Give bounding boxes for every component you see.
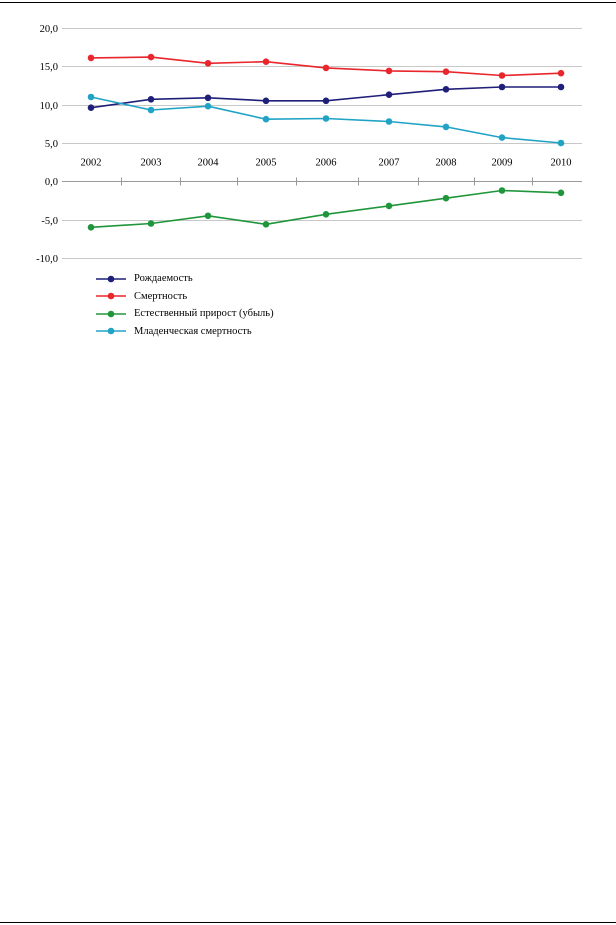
data-point bbox=[322, 211, 330, 218]
legend-label: Естественный прирост (убыль) bbox=[134, 308, 274, 320]
data-point bbox=[87, 54, 95, 62]
data-point bbox=[322, 97, 330, 105]
x-tick-label: 2006 bbox=[316, 158, 337, 169]
data-point bbox=[385, 202, 393, 210]
data-point bbox=[322, 64, 330, 72]
grid-lines bbox=[62, 28, 582, 259]
data-point bbox=[262, 58, 270, 65]
data-point bbox=[498, 134, 506, 141]
legend-item: Младенческая смертность bbox=[96, 323, 274, 341]
x-axis-tick-labels: 2002 2003 2004 2005 2006 2007 2008 2009 2010 bbox=[81, 158, 572, 169]
y-tick-label: -10,0 bbox=[36, 254, 58, 265]
legend-item: Естественный прирост (убыль) bbox=[96, 305, 274, 323]
legend-item: Рождаемость bbox=[96, 270, 274, 288]
data-point bbox=[442, 86, 450, 93]
legend-item: Смертность bbox=[96, 288, 274, 306]
data-point bbox=[147, 53, 155, 61]
legend-swatch bbox=[96, 310, 126, 318]
x-tick-label: 2009 bbox=[492, 158, 513, 169]
data-point bbox=[147, 106, 155, 114]
data-point bbox=[385, 67, 393, 75]
y-tick-label: 15,0 bbox=[40, 62, 58, 73]
y-tick-label: 0,0 bbox=[45, 177, 58, 188]
data-point bbox=[442, 68, 450, 75]
y-tick-label: 5,0 bbox=[45, 139, 58, 150]
data-point bbox=[442, 123, 450, 131]
legend-label: Младенческая смертность bbox=[134, 325, 252, 337]
data-point bbox=[262, 221, 270, 228]
series-line-1 bbox=[90, 86, 561, 109]
data-point bbox=[385, 118, 393, 125]
legend-swatch bbox=[96, 275, 126, 283]
series-lines bbox=[90, 56, 562, 229]
data-point bbox=[262, 115, 270, 123]
data-point bbox=[204, 102, 212, 110]
legend-swatch bbox=[96, 292, 126, 300]
data-point bbox=[557, 83, 565, 91]
data-point bbox=[498, 83, 506, 91]
x-tick-label: 2002 bbox=[81, 158, 102, 169]
data-point bbox=[204, 212, 212, 220]
x-tick-label: 2005 bbox=[256, 158, 277, 169]
data-point bbox=[557, 69, 565, 77]
y-tick-label: 10,0 bbox=[40, 101, 58, 112]
x-tick-label: 2007 bbox=[379, 158, 400, 169]
data-point bbox=[557, 189, 565, 197]
x-tick-label: 2004 bbox=[198, 158, 220, 169]
y-tick-label: -5,0 bbox=[41, 216, 58, 227]
data-point bbox=[262, 97, 270, 105]
data-point bbox=[442, 194, 450, 202]
legend-swatch bbox=[96, 327, 126, 335]
x-tick-label: 2003 bbox=[141, 158, 162, 169]
y-axis-tick-labels: 20,0 15,0 10,0 5,0 0,0 -5,0 -10,0 bbox=[36, 24, 58, 265]
data-point bbox=[498, 187, 506, 194]
y-tick-label: 20,0 bbox=[40, 24, 58, 35]
data-point bbox=[204, 60, 212, 67]
legend-label: Смертность bbox=[134, 290, 188, 302]
data-point bbox=[147, 220, 155, 227]
data-point bbox=[147, 96, 155, 103]
data-point bbox=[385, 91, 393, 98]
series-markers bbox=[87, 53, 565, 231]
legend-label: Рождаемость bbox=[134, 273, 193, 285]
data-point bbox=[204, 94, 212, 102]
page-bottom-rule bbox=[0, 922, 616, 923]
data-point bbox=[498, 72, 506, 79]
chart-legend: Рождаемость Смертность Естественный прирос… bbox=[96, 270, 274, 340]
x-tick-label: 2008 bbox=[436, 158, 457, 169]
data-point bbox=[87, 104, 95, 111]
data-point bbox=[87, 224, 95, 231]
data-point bbox=[557, 139, 565, 147]
page-top-rule bbox=[0, 2, 616, 3]
series-line-3 bbox=[90, 189, 562, 229]
data-point bbox=[322, 115, 330, 122]
x-tick-label: 2010 bbox=[551, 158, 572, 169]
data-point bbox=[87, 93, 95, 101]
